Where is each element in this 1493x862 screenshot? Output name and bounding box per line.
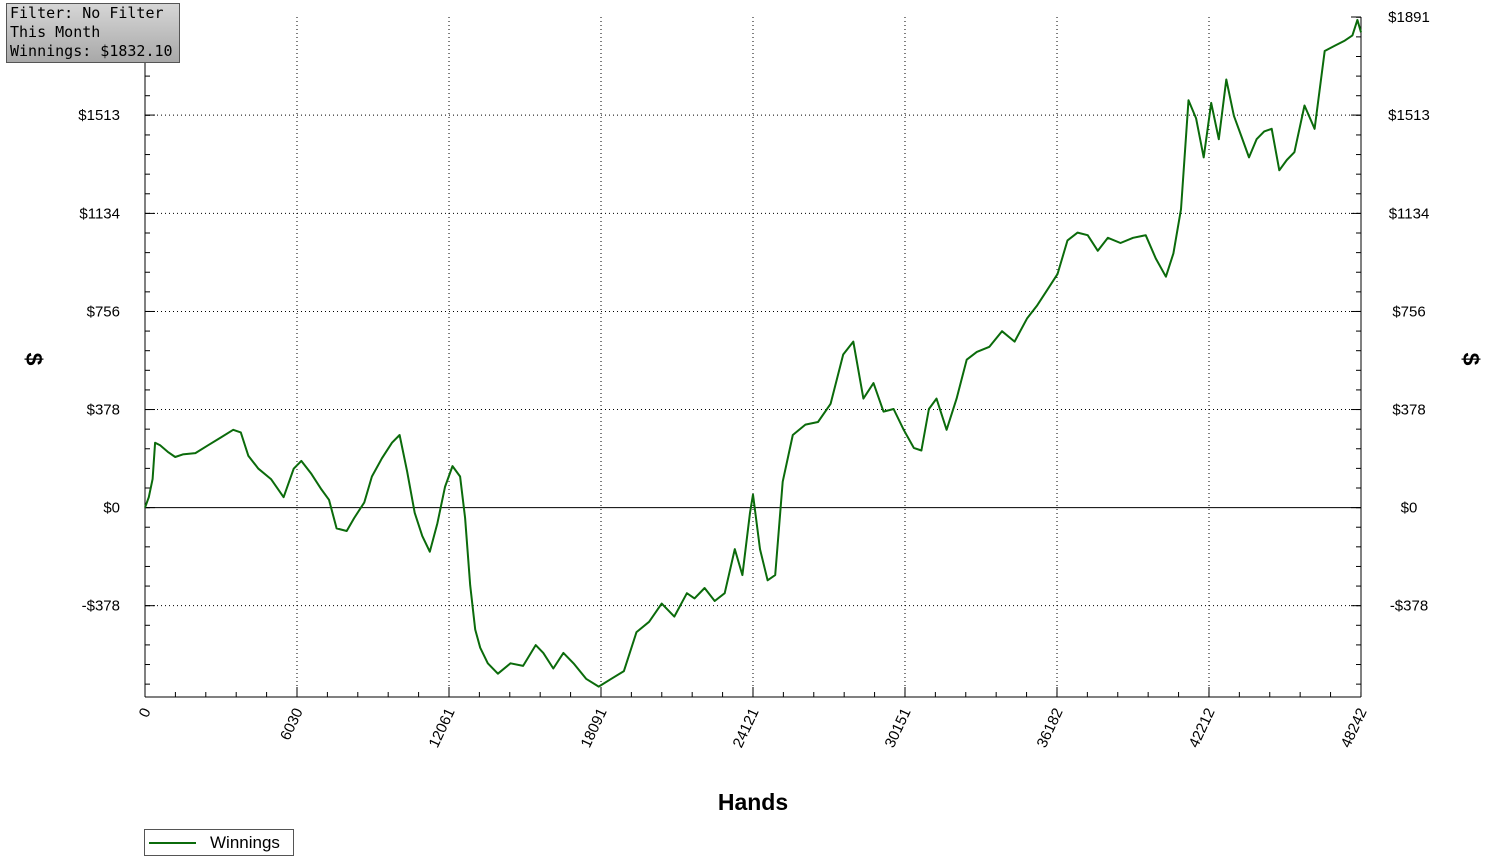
- filter-info-box: Filter: No Filter This Month Winnings: $…: [6, 3, 180, 63]
- legend-label-winnings: Winnings: [210, 832, 280, 852]
- y-tick-label-left: $378: [87, 402, 120, 419]
- y-axis-title-left: $: [21, 353, 47, 366]
- legend-swatch-winnings: [149, 841, 196, 844]
- x-tick-label: 18091: [578, 706, 611, 751]
- series-layer: [144, 18, 1362, 688]
- x-tick-label: 30151: [882, 706, 915, 751]
- y-tick-label-right: $0: [1401, 500, 1418, 517]
- legend: Winnings: [144, 829, 294, 856]
- x-tick-label: 6030: [277, 706, 307, 743]
- y-axis-ticks: -$378 -$378 $0 $0 $378 $378 $756 $756 $1134 $1134…: [78, 9, 1430, 685]
- y-tick-label-left: $0: [103, 500, 120, 517]
- y-tick-label-right: $1891: [1388, 9, 1430, 26]
- period-label: This Month: [10, 23, 101, 41]
- grid-lines: [145, 17, 1361, 697]
- filter-label: Filter: No Filter: [10, 4, 164, 22]
- series-line-winnings: [144, 18, 1362, 688]
- x-tick-label: 36182: [1034, 706, 1067, 751]
- y-tick-label-left: $1134: [79, 205, 120, 222]
- y-tick-label-left: $756: [87, 303, 120, 320]
- y-tick-label-left: $1513: [78, 107, 120, 124]
- y-tick-label-right: $1513: [1388, 107, 1430, 124]
- winnings-total: Winnings: $1832.10: [10, 42, 173, 60]
- y-axis-title-right: $: [1458, 353, 1484, 366]
- y-tick-label-right: $756: [1392, 303, 1425, 320]
- x-tick-label: 42212: [1186, 706, 1219, 751]
- y-tick-label-right: $378: [1392, 402, 1425, 419]
- y-tick-label-right: $1134: [1389, 205, 1430, 222]
- x-tick-label: 12061: [426, 706, 459, 751]
- x-tick-label: 24121: [730, 706, 763, 751]
- y-tick-label-right: -$378: [1390, 598, 1428, 615]
- x-axis-title: Hands: [718, 789, 788, 815]
- x-tick-label: 48242: [1338, 706, 1371, 751]
- x-tick-label: 0: [136, 706, 155, 721]
- y-tick-label-left: -$378: [82, 598, 120, 615]
